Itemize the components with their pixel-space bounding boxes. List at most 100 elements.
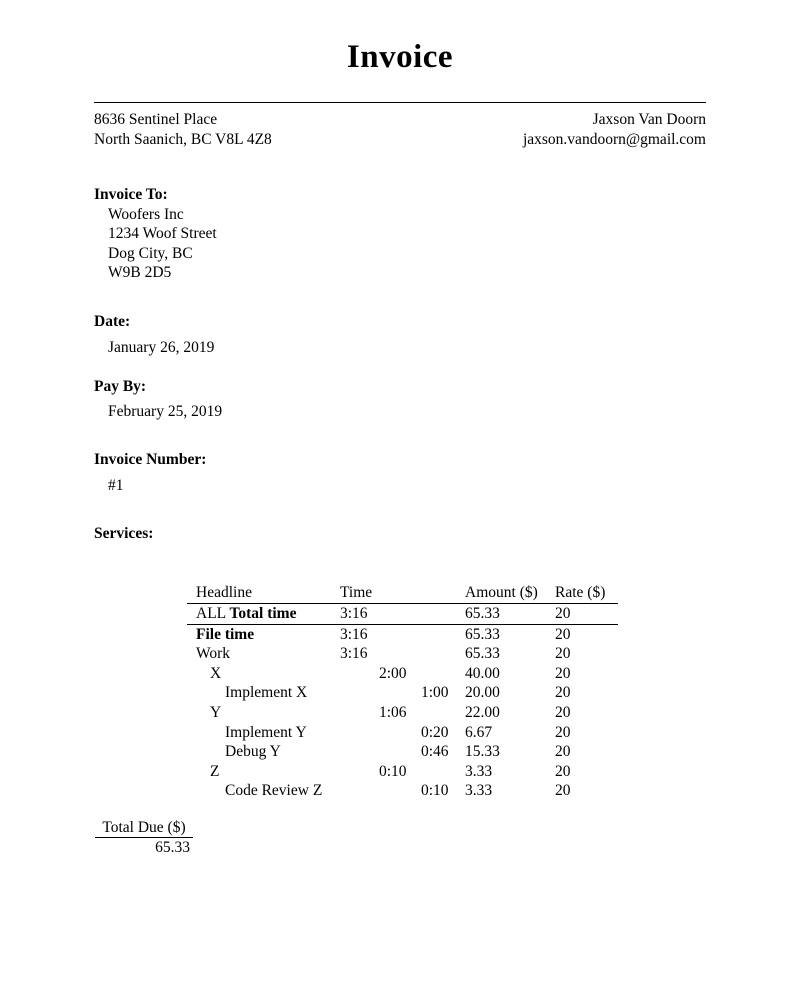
cell-time-level-2: 0:46 bbox=[421, 743, 449, 761]
cell-time-level-1 bbox=[379, 624, 421, 644]
page-title: Invoice bbox=[346, 39, 454, 75]
table-row: File time 3:16 65.33 20 bbox=[187, 624, 618, 644]
contact-row: 8636 Sentinel Place North Saanich, BC V8… bbox=[94, 110, 706, 149]
sender-contact: Jaxson Van Doorn jaxson.vandoorn@gmail.c… bbox=[523, 110, 706, 149]
table-header-row: Headline Time Amount ($) Rate ($) bbox=[187, 583, 619, 604]
cell-headline: Y bbox=[210, 703, 222, 721]
invoice-number-heading: Invoice Number: bbox=[94, 450, 207, 468]
cell-time-level-0 bbox=[340, 723, 379, 743]
cell-rate: 20 bbox=[555, 664, 571, 682]
cell-time-level-0 bbox=[340, 781, 379, 801]
sender-address-line2: North Saanich, BC V8L 4Z8 bbox=[94, 130, 272, 148]
sender-name: Jaxson Van Doorn bbox=[592, 111, 706, 128]
total-due-block: Total Due ($) 65.33 bbox=[95, 818, 193, 858]
cell-rate: 20 bbox=[555, 605, 571, 622]
cell-time-level-2 bbox=[421, 604, 465, 625]
cell-time-level-1 bbox=[379, 683, 421, 703]
cell-headline: ALL Total time bbox=[196, 605, 297, 622]
cell-time-level-1 bbox=[379, 723, 421, 743]
cell-time-level-1 bbox=[379, 742, 421, 762]
sender-email: jaxson.vandoorn@gmail.com bbox=[522, 130, 706, 148]
cell-time-level-0: 3:16 bbox=[340, 625, 368, 643]
cell-time-level-1: 2:00 bbox=[379, 664, 407, 682]
cell-time-level-2: 0:20 bbox=[421, 723, 449, 741]
table-row: ALL Total time 3:16 65.33 20 bbox=[187, 604, 619, 625]
recipient-street: 1234 Woof Street bbox=[108, 225, 217, 242]
cell-amount: 65.33 bbox=[465, 645, 500, 663]
table-row: Z 0:10 3.33 20 bbox=[187, 762, 618, 782]
table-row: Y 1:06 22.00 20 bbox=[187, 703, 618, 723]
sender-address: 8636 Sentinel Place North Saanich, BC V8… bbox=[94, 110, 272, 149]
cell-headline: X bbox=[210, 664, 222, 682]
recipient-postal-code: W9B 2D5 bbox=[108, 264, 172, 281]
pay-by-value: February 25, 2019 bbox=[108, 403, 223, 420]
table-row: Code Review Z 0:10 3.33 20 bbox=[187, 781, 618, 801]
cell-amount: 3.33 bbox=[465, 782, 493, 800]
cell-time-level-0: 3:16 bbox=[340, 645, 368, 663]
cell-headline: Debug Y bbox=[225, 743, 281, 761]
cell-time-level-1: 0:10 bbox=[379, 762, 407, 780]
cell-time-level-1 bbox=[379, 644, 421, 664]
services-table-body: ALL Total time 3:16 65.33 20 File time 3:16 65… bbox=[187, 604, 619, 801]
invoice-number-value: #1 bbox=[108, 477, 124, 494]
services-heading: Services: bbox=[94, 524, 154, 542]
total-due-value: 65.33 bbox=[155, 839, 190, 857]
cell-headline: Code Review Z bbox=[225, 782, 323, 800]
cell-time-level-1 bbox=[379, 604, 421, 625]
cell-amount: 65.33 bbox=[465, 605, 500, 622]
cell-time-level-0 bbox=[340, 703, 379, 723]
cell-headline: Implement Y bbox=[225, 723, 307, 741]
cell-amount: 6.67 bbox=[465, 723, 493, 741]
cell-time-level-2 bbox=[421, 664, 465, 684]
table-row: Implement Y 0:20 6.67 20 bbox=[187, 723, 618, 743]
cell-time-level-0: 3:16 bbox=[340, 605, 368, 622]
invoice-to-address: Woofers Inc 1234 Woof Street Dog City, B… bbox=[108, 205, 706, 283]
cell-headline: Work bbox=[196, 645, 231, 663]
cell-time-level-2: 0:10 bbox=[421, 782, 449, 800]
cell-amount: 3.33 bbox=[465, 762, 493, 780]
cell-amount: 15.33 bbox=[465, 743, 500, 761]
cell-rate: 20 bbox=[555, 782, 571, 800]
cell-time-level-0 bbox=[340, 762, 379, 782]
header-divider bbox=[94, 102, 706, 103]
cell-time-level-0 bbox=[340, 683, 379, 703]
pay-by-heading: Pay By: bbox=[94, 377, 147, 395]
cell-time-level-0 bbox=[340, 742, 379, 762]
cell-rate: 20 bbox=[555, 645, 571, 663]
column-header-amount: Amount ($) bbox=[465, 584, 538, 601]
cell-headline: Implement X bbox=[225, 684, 308, 702]
cell-headline: File time bbox=[196, 625, 255, 643]
date-value: January 26, 2019 bbox=[108, 339, 215, 356]
cell-rate: 20 bbox=[555, 684, 571, 702]
cell-rate: 20 bbox=[555, 723, 571, 741]
recipient-city: Dog City, BC bbox=[108, 244, 193, 262]
cell-time-level-1: 1:06 bbox=[379, 703, 407, 721]
table-row: Debug Y 0:46 15.33 20 bbox=[187, 742, 618, 762]
table-row: Work 3:16 65.33 20 bbox=[187, 644, 618, 664]
cell-rate: 20 bbox=[555, 625, 571, 643]
column-header-headline: Headline bbox=[196, 584, 252, 601]
date-heading: Date: bbox=[94, 312, 131, 330]
cell-amount: 20.00 bbox=[465, 684, 500, 702]
table-row: Implement X 1:00 20.00 20 bbox=[187, 683, 618, 703]
cell-time-level-2 bbox=[421, 624, 465, 644]
cell-rate: 20 bbox=[555, 743, 571, 761]
invoice-document: Invoice 8636 Sentinel Place North Saanic… bbox=[0, 36, 800, 986]
recipient-name: Woofers Inc bbox=[108, 205, 184, 223]
services-table: Headline Time Amount ($) Rate ($) ALL To… bbox=[187, 583, 619, 801]
cell-time-level-0 bbox=[340, 664, 379, 684]
cell-time-level-2 bbox=[421, 644, 465, 664]
cell-time-level-2 bbox=[421, 762, 465, 782]
cell-rate: 20 bbox=[555, 762, 571, 780]
cell-time-level-1 bbox=[379, 781, 421, 801]
cell-amount: 22.00 bbox=[465, 703, 500, 721]
sender-address-line1: 8636 Sentinel Place bbox=[94, 111, 218, 128]
cell-time-level-2 bbox=[421, 703, 465, 723]
cell-rate: 20 bbox=[555, 703, 571, 721]
column-header-rate: Rate ($) bbox=[555, 584, 606, 601]
cell-amount: 65.33 bbox=[465, 625, 500, 643]
column-header-time: Time bbox=[340, 584, 373, 601]
invoice-to-heading: Invoice To: bbox=[94, 186, 168, 203]
cell-time-level-2: 1:00 bbox=[421, 684, 449, 702]
table-row: X 2:00 40.00 20 bbox=[187, 664, 618, 684]
